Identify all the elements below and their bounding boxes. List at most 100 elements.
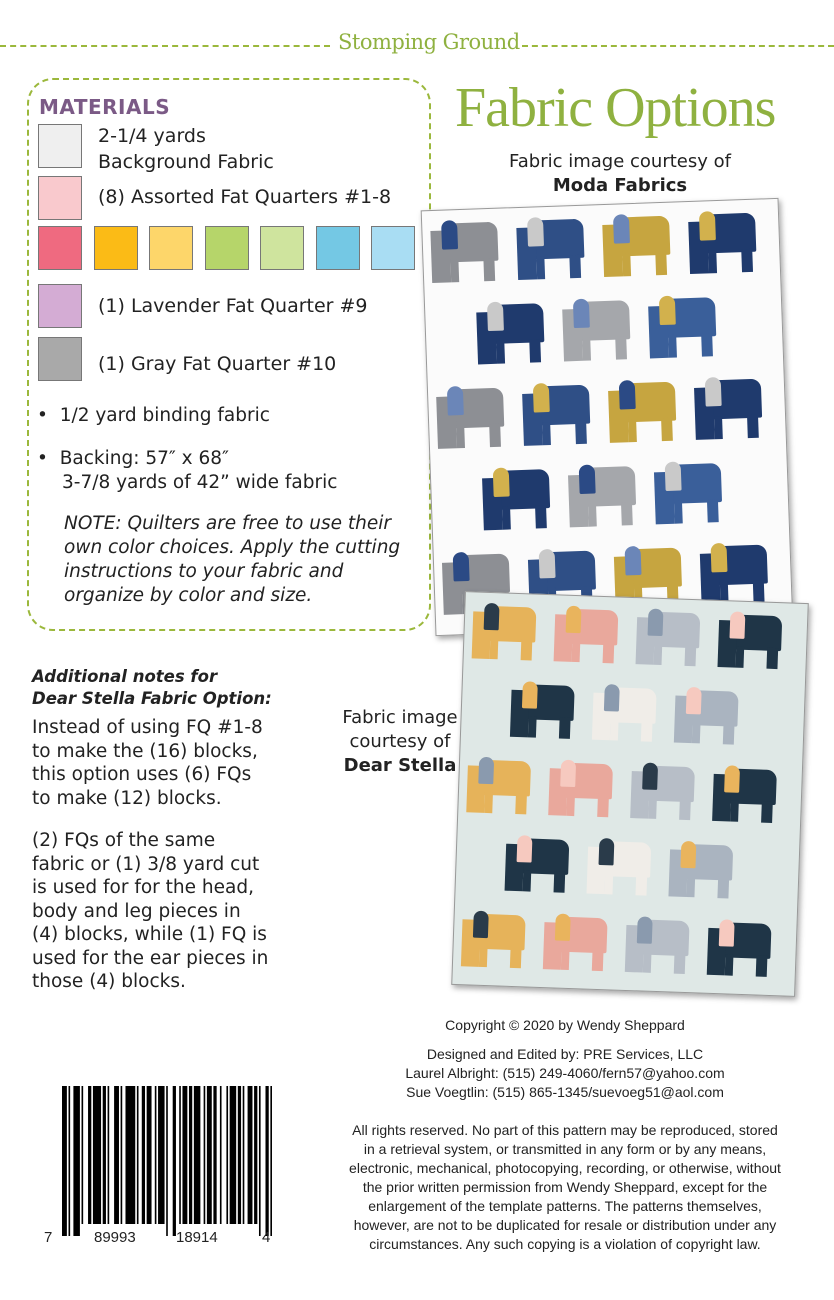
elephant-block	[624, 916, 697, 977]
heading-line: Dear Stella Fabric Option:	[32, 689, 272, 708]
elephant-block	[553, 605, 625, 666]
rights-line: in a retrieval system, or transmitted in…	[363, 1141, 767, 1157]
barcode-bar	[158, 1086, 165, 1224]
note-line: own color choices. Apply the cutting	[64, 537, 401, 558]
barcode	[62, 1086, 272, 1236]
barcode-bar	[265, 1086, 269, 1236]
barcode-bar	[154, 1086, 157, 1224]
credit-line: Designed and Edited by: PRE Services, LL…	[426, 1046, 704, 1062]
elephant-block	[648, 294, 724, 362]
material-line: 2-1/4 yards	[98, 125, 206, 147]
elephant-block	[706, 919, 779, 980]
brand-name: Stomping Ground	[338, 30, 520, 54]
rights-line: circumstances. Any such copying is a vio…	[369, 1236, 761, 1252]
elephant-block	[591, 684, 664, 745]
rights-line: however, are not to be duplicated for re…	[353, 1217, 777, 1233]
barcode-bar	[136, 1086, 139, 1224]
para-line: this option uses (6) FQs	[32, 764, 252, 785]
lavender-fq-text: (1) Lavender Fat Quarter #9	[98, 295, 368, 317]
elephant-block	[694, 375, 770, 443]
fat-quarter-swatch	[149, 226, 193, 270]
barcode-bar	[102, 1086, 106, 1224]
elephant-block	[548, 759, 620, 820]
barcode-bar	[219, 1086, 222, 1224]
materials-note: NOTE: Quilters are free to use their own…	[64, 512, 434, 608]
elephant-block	[430, 218, 506, 286]
barcode-digit: 18914	[176, 1229, 218, 1246]
barcode-bar	[141, 1086, 146, 1224]
moda-quilt-image	[420, 197, 794, 637]
credit-line: Sue Voegtlin: (515) 865-1345/suevoeg51@a…	[406, 1084, 724, 1100]
barcode-bar	[146, 1086, 152, 1224]
elephant-block	[688, 209, 764, 277]
elephant-block	[482, 466, 558, 534]
barcode-bar	[166, 1086, 168, 1236]
barcode-digit: 4	[262, 1229, 271, 1246]
gray-fq-swatch	[38, 337, 82, 381]
fat-quarter-swatch	[371, 226, 415, 270]
bullet-text: 3-7/8 yards of 42” wide fabric	[62, 472, 338, 493]
elephant-block	[542, 913, 615, 974]
barcode-bar	[254, 1086, 258, 1224]
additional-notes-heading: Additional notes for Dear Stella Fabric …	[32, 666, 272, 710]
elephant-block	[522, 381, 598, 449]
para-line: is used for for the head,	[32, 877, 254, 898]
elephant-block	[635, 608, 707, 669]
barcode-bar	[179, 1086, 181, 1224]
elephant-block	[568, 463, 644, 531]
header-divider-right	[522, 45, 834, 47]
assorted-fq-swatch	[38, 176, 82, 220]
background-fabric-text: 2-1/4 yards Background Fabric	[98, 123, 274, 175]
rights-line: enlargement of the template patterns. Th…	[368, 1198, 762, 1214]
elephant-block	[436, 384, 512, 452]
para-line: those (4) blocks.	[32, 971, 186, 992]
caption-brand: Moda Fabrics	[552, 175, 688, 196]
elephant-block	[712, 765, 784, 826]
para-line: Instead of using FQ #1-8	[32, 717, 263, 738]
barcode-bar	[226, 1086, 229, 1224]
copyright-text: Copyright © 2020 by Wendy Sheppard	[445, 1017, 685, 1033]
elephant-block	[586, 837, 658, 899]
para-line: body and leg pieces in	[32, 900, 241, 922]
barcode-bar	[247, 1086, 253, 1224]
gray-fq-text: (1) Gray Fat Quarter #10	[98, 353, 337, 375]
fabric-options-title: Fabric Options	[455, 77, 776, 139]
para-line: used for the ear pieces in	[32, 947, 269, 969]
elephant-block	[476, 300, 552, 368]
barcode-bar	[73, 1086, 80, 1236]
elephant-block	[673, 686, 746, 748]
barcode-bar	[68, 1086, 71, 1236]
bullet-text: 1/2 yard binding fabric	[59, 405, 270, 426]
moda-caption: Fabric image courtesy of Moda Fabrics	[470, 150, 770, 198]
para-line: (2) FQs of the same	[32, 830, 216, 851]
barcode-bar	[258, 1086, 261, 1236]
fat-quarter-swatch	[93, 226, 138, 270]
elephant-block	[562, 297, 638, 365]
barcode-bar	[88, 1086, 92, 1224]
elephant-block	[466, 756, 538, 817]
barcode-digit: 89993	[94, 1229, 136, 1246]
para-line: fabric or (1) 3/8 yard cut	[32, 853, 260, 875]
note-line: NOTE: Quilters are free to use their	[64, 513, 391, 534]
para-line: to make the (16) blocks,	[32, 740, 258, 762]
fat-quarter-swatch	[38, 226, 82, 270]
caption-line: Fabric image	[342, 707, 458, 728]
caption-brand: Dear Stella	[343, 755, 457, 776]
barcode-bar	[114, 1086, 119, 1224]
note-line: organize by color and size.	[64, 585, 313, 606]
elephant-block	[630, 762, 702, 823]
barcode-bar	[270, 1086, 272, 1236]
rights-line: All rights reserved. No part of this pat…	[352, 1122, 778, 1138]
header-divider-left	[0, 45, 330, 47]
barcode-bar	[107, 1086, 110, 1224]
rights-notice: All rights reserved. No part of this pat…	[300, 1121, 830, 1254]
barcode-bar	[81, 1086, 84, 1224]
barcode-bar	[203, 1086, 206, 1224]
barcode-bar	[229, 1086, 237, 1224]
para-line: to make (12) blocks.	[32, 787, 222, 809]
elephant-block	[717, 611, 789, 672]
barcode-bar	[92, 1086, 102, 1224]
elephant-block	[602, 212, 678, 280]
elephant-block	[460, 910, 533, 971]
para-line: (4) blocks, while (1) FQ is	[32, 924, 267, 945]
